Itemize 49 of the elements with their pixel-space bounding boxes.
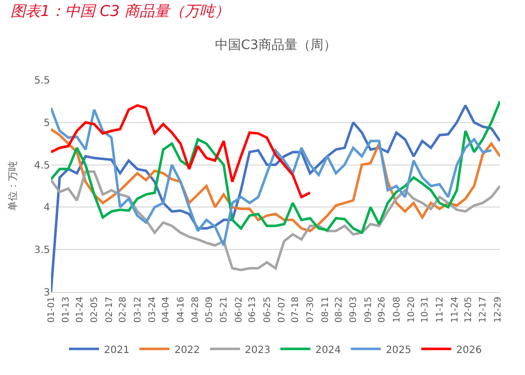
- x-tick-label: 04-04: [162, 296, 172, 323]
- y-tick-label: 4: [44, 202, 50, 214]
- x-tick-label: 10-08: [392, 296, 402, 323]
- y-tick-label: 3.5: [34, 245, 50, 256]
- x-tick-label: 05-09: [204, 296, 215, 323]
- line-series: [51, 104, 312, 198]
- line-series: [51, 170, 500, 272]
- x-tick-label: 11-24: [450, 296, 460, 323]
- legend-label: 2026: [456, 344, 482, 356]
- x-tick-label: 04-16: [176, 296, 186, 323]
- x-tick-label: 07-18: [291, 296, 302, 323]
- x-tick-label: 08-22: [334, 296, 344, 323]
- y-tick-label: 5.5: [34, 76, 50, 86]
- x-tick-label: 06-13: [248, 296, 258, 323]
- x-tick-label: 10-20: [407, 296, 418, 323]
- x-tick-label: 04-28: [191, 296, 202, 323]
- x-tick-label: 07-07: [278, 296, 288, 323]
- x-tick-label: 02-05: [90, 296, 100, 323]
- y-tick-label: 4.5: [34, 160, 50, 172]
- x-tick-label: 02-28: [118, 296, 128, 323]
- x-tick-label: 10-31: [420, 296, 431, 323]
- y-tick-label: 3: [44, 288, 50, 298]
- legend-label: 2023: [244, 344, 270, 356]
- x-tick-label: 07-30: [306, 296, 316, 323]
- x-tick-label: 09-03: [349, 296, 360, 323]
- x-tick-label: 03-12: [133, 296, 144, 323]
- x-tick-label: 06-02: [234, 296, 244, 323]
- x-tick-label: 01-13: [62, 296, 72, 323]
- x-tick-label: 03-24: [148, 296, 158, 323]
- x-tick-label: 01-01: [46, 296, 57, 323]
- chart-subtitle: 中国C3商品量（周）: [215, 38, 336, 53]
- x-tick-label: 01-24: [75, 296, 86, 323]
- x-tick-label: 02-17: [104, 296, 115, 323]
- legend-label: 2025: [386, 344, 412, 356]
- x-tick-label: 08-11: [320, 296, 331, 323]
- y-axis-title: 单位：万吨: [7, 161, 20, 211]
- legend-label: 2021: [104, 344, 130, 356]
- x-tick-label: 05-21: [220, 296, 230, 323]
- x-tick-label: 11-12: [435, 296, 446, 323]
- legend-label: 2022: [174, 344, 200, 356]
- legend-label: 2024: [315, 344, 341, 356]
- x-tick-label: 09-26: [378, 296, 388, 323]
- x-tick-label: 06-25: [262, 296, 273, 323]
- x-tick-label: 12-29: [493, 296, 504, 323]
- chart-title: 图表1：中国 C3 商品量（万吨）: [10, 2, 230, 20]
- x-tick-label: 12-17: [478, 296, 489, 323]
- x-tick-label: 09-15: [364, 296, 374, 323]
- x-tick-label: 12-05: [464, 296, 474, 323]
- y-tick-label: 5: [44, 118, 50, 129]
